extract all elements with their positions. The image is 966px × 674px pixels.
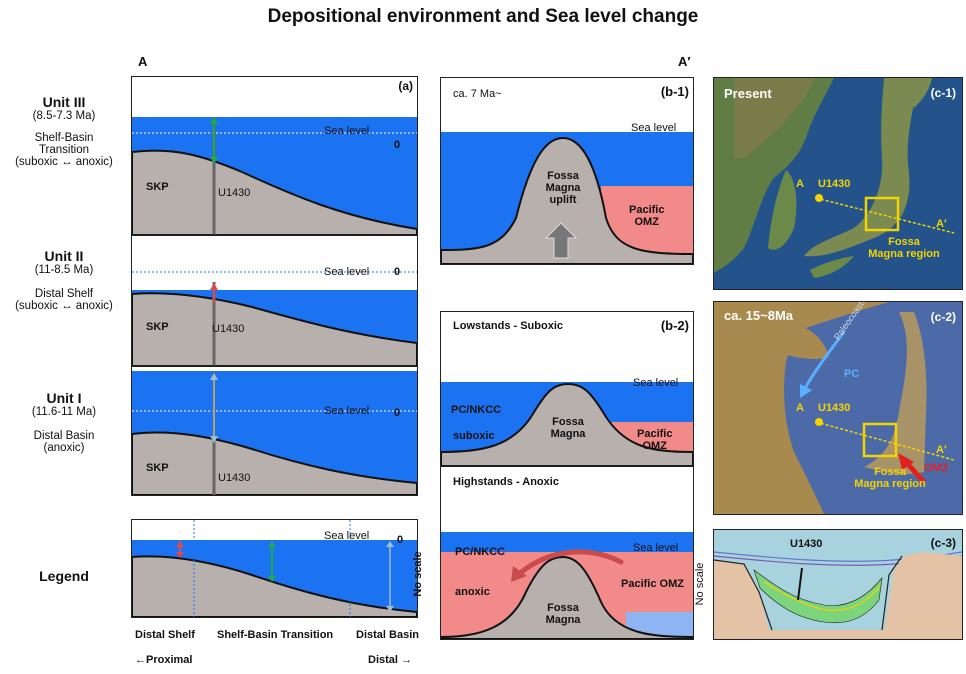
legend-label: Legend — [39, 568, 89, 584]
no-scale-label: No scale — [694, 562, 706, 606]
lowstands-title: Lowstands - Suboxic — [453, 320, 564, 332]
fossa-magna-region-label: Fossa Magna region — [868, 236, 940, 260]
distal-label: Distal → — [368, 654, 413, 666]
skp-label: SKP — [146, 462, 169, 474]
site-label: U1430 — [218, 472, 251, 484]
anoxic-label: anoxic — [455, 586, 490, 598]
site-label: U1430 — [790, 538, 823, 550]
panel-c1-label: (c-1) — [930, 86, 956, 100]
panel-b1: (b-1) ca. 7 Ma~ Sea level Fossa Magna upli… — [440, 77, 694, 265]
a-label: A — [796, 178, 804, 190]
pc-nkcc-label: PC/NKCC — [451, 404, 502, 416]
sea-level-label: Sea level — [324, 405, 370, 417]
distal-shelf-label: Distal Shelf — [135, 629, 195, 641]
panel-c3-section: (c-3) U1430 — [713, 529, 963, 640]
panel-a: (a) Sea level 0 SKP U1430 Sea level 0 SK… — [131, 76, 418, 496]
site-label: U1430 — [818, 178, 851, 190]
sea-level-label: Sea level — [633, 377, 679, 389]
sea-level-label: Sea level — [324, 125, 370, 137]
a-prime-label: A′ — [936, 218, 947, 230]
omz-label: OMZ — [924, 462, 949, 474]
pacific-omz-label: Pacific OMZ — [637, 428, 673, 452]
transition-label: Shelf-Basin Transition — [217, 629, 334, 641]
suboxic-label: suboxic — [453, 430, 495, 442]
a-label: A — [796, 402, 804, 414]
time-label: ca. 15~8Ma — [724, 308, 794, 323]
time-label: Present — [724, 86, 772, 101]
pacific-omz-label: Pacific OMZ — [629, 204, 665, 228]
panel-b1-label: (b-1) — [660, 84, 689, 99]
panel-c3-label: (c-3) — [930, 536, 956, 550]
panel-c2-map: ca. 15~8Ma (c-2) Paleocoastline PC A U14… — [713, 301, 963, 515]
unit-ii-label: Unit II (11-8.5 Ma) Distal Shelf (suboxi… — [15, 248, 113, 312]
legend-panel: Sea level 0 — [131, 519, 418, 618]
unit-iii-label: Unit III (8.5-7.3 Ma) Shelf-Basin Transi… — [15, 94, 113, 168]
skp-label: SKP — [146, 181, 169, 193]
proximal-label: ←Proximal — [135, 654, 193, 666]
zero-label: 0 — [394, 266, 401, 278]
pc-nkcc-label: PC/NKCC — [455, 546, 506, 558]
pc-label: PC — [844, 368, 860, 380]
legend-zero: 0 — [397, 534, 404, 546]
figure-title: Depositional environment and Sea level c… — [267, 6, 699, 27]
section-label-a: A — [138, 54, 148, 69]
time-label: ca. 7 Ma~ — [453, 88, 502, 100]
panel-a-label: (a) — [398, 79, 413, 93]
distal-basin-label: Distal Basin — [356, 629, 419, 641]
fossa-magna-label: Fossa Magna — [550, 416, 586, 440]
sea-level-label: Sea level — [631, 122, 677, 134]
highstands-title: Highstands - Anoxic — [453, 476, 559, 488]
panel-b2-label: (b-2) — [660, 318, 689, 333]
fossa-magna-label: Fossa Magna uplift — [545, 170, 581, 206]
fossa-magna-region-label: Fossa Magna region — [854, 466, 926, 490]
panel-c2-label: (c-2) — [930, 310, 956, 324]
no-scale-label: No scale — [412, 551, 424, 597]
site-label: U1430 — [818, 402, 851, 414]
sea-level-label: Sea level — [324, 266, 370, 278]
unit-i-label: Unit I (11.6-11 Ma) Distal Basin (anoxic… — [31, 390, 97, 454]
a-prime-label: A′ — [936, 444, 947, 456]
panel-c1-map: Present (c-1) A U1430 A′ Fossa Magna regi… — [713, 77, 963, 290]
section-label-a-prime: A′ — [678, 54, 691, 69]
legend-sea-level: Sea level — [324, 530, 370, 542]
panel-b2: (b-2) Lowstands - Suboxic Sea level PC/N… — [440, 311, 694, 640]
site-label: U1430 — [218, 187, 251, 199]
pacific-omz-label: Pacific OMZ — [621, 578, 684, 590]
sea-level-label: Sea level — [633, 542, 679, 554]
fossa-magna-label: Fossa Magna — [545, 602, 581, 626]
zero-label: 0 — [394, 407, 401, 419]
skp-label: SKP — [146, 321, 169, 333]
site-label: U1430 — [212, 323, 245, 335]
zero-label: 0 — [394, 139, 401, 151]
